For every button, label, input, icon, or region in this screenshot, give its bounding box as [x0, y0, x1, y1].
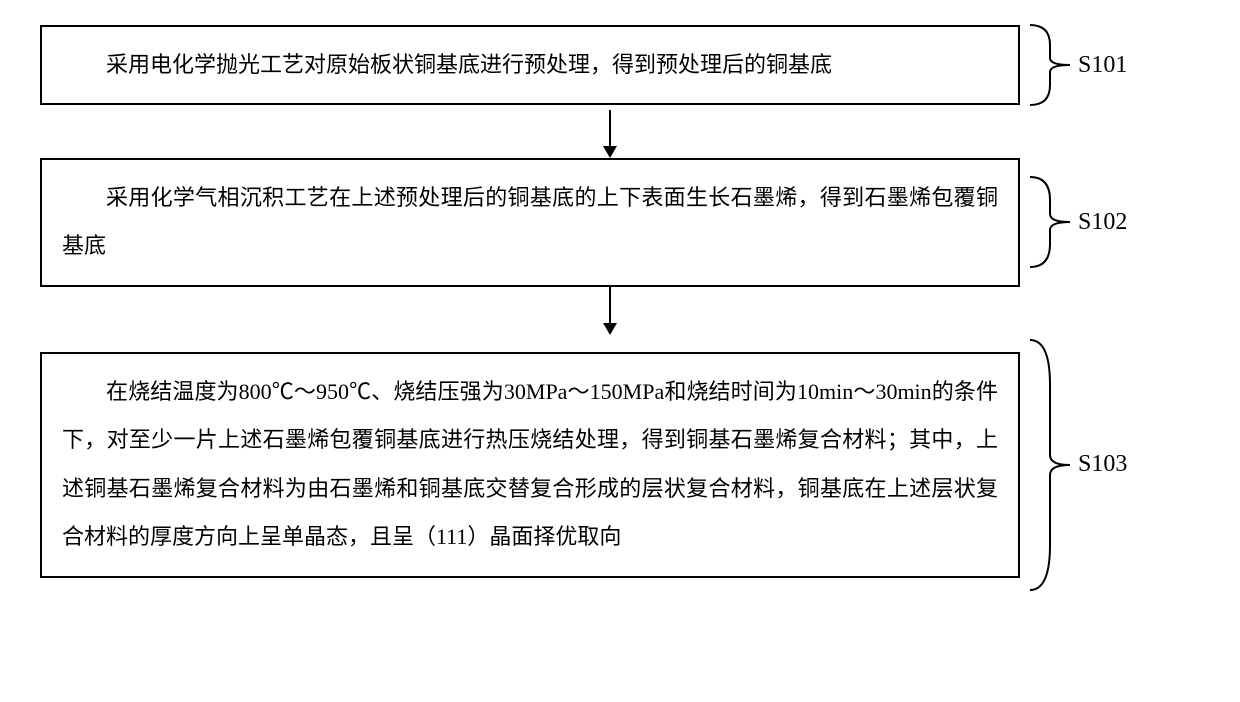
step-row-3: 在烧结温度为800℃～950℃、烧结压强为30MPa～150MPa和烧结时间为1…	[40, 335, 1180, 595]
arrow-1	[120, 110, 1100, 158]
step-text-1: 采用电化学抛光工艺对原始板状铜基底进行预处理，得到预处理后的铜基底	[106, 52, 832, 77]
step-row-2: 采用化学气相沉积工艺在上述预处理后的铜基底的上下表面生长石墨烯，得到石墨烯包覆铜…	[40, 158, 1180, 287]
bracket-label-3: S103	[1030, 335, 1127, 595]
step-label-1: S101	[1078, 52, 1127, 79]
arrow-down-icon	[600, 110, 620, 158]
bracket-icon	[1030, 335, 1070, 595]
step-text-3: 在烧结温度为800℃～950℃、烧结压强为30MPa～150MPa和烧结时间为1…	[62, 379, 998, 549]
step-text-2: 采用化学气相沉积工艺在上述预处理后的铜基底的上下表面生长石墨烯，得到石墨烯包覆铜…	[62, 185, 998, 258]
bracket-icon	[1030, 20, 1070, 110]
step-label-2: S102	[1078, 209, 1127, 236]
arrow-2	[120, 287, 1100, 335]
bracket-icon	[1030, 172, 1070, 272]
step-box-3: 在烧结温度为800℃～950℃、烧结压强为30MPa～150MPa和烧结时间为1…	[40, 352, 1020, 578]
bracket-label-2: S102	[1030, 172, 1127, 272]
arrow-down-icon	[600, 287, 620, 335]
step-label-3: S103	[1078, 451, 1127, 478]
step-box-2: 采用化学气相沉积工艺在上述预处理后的铜基底的上下表面生长石墨烯，得到石墨烯包覆铜…	[40, 158, 1020, 287]
flowchart-container: 采用电化学抛光工艺对原始板状铜基底进行预处理，得到预处理后的铜基底 S101 采…	[0, 0, 1240, 702]
bracket-label-1: S101	[1030, 20, 1127, 110]
step-box-1: 采用电化学抛光工艺对原始板状铜基底进行预处理，得到预处理后的铜基底	[40, 25, 1020, 105]
step-row-1: 采用电化学抛光工艺对原始板状铜基底进行预处理，得到预处理后的铜基底 S101	[40, 20, 1180, 110]
